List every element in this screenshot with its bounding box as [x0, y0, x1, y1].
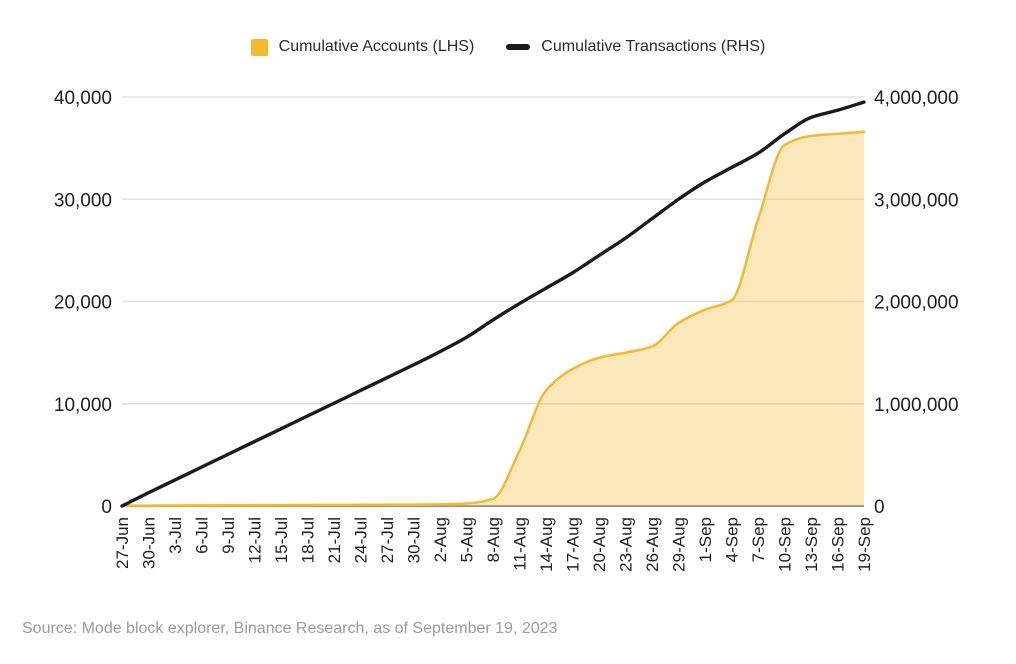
- x-tick-label: 16-Sep: [829, 517, 848, 572]
- x-tick-label: 3-Jul: [166, 517, 185, 554]
- lhs-tick-label: 20,000: [54, 293, 112, 314]
- lhs-tick-label: 0: [101, 497, 112, 518]
- legend-label-transactions: Cumulative Transactions (RHS): [541, 38, 766, 55]
- x-tick-label: 30-Jul: [405, 517, 424, 563]
- x-tick-label: 5-Aug: [458, 517, 477, 562]
- accounts-area-edge: [120, 130, 866, 507]
- rhs-tick-label: 0: [874, 497, 885, 518]
- x-tick-label: 26-Aug: [643, 517, 662, 572]
- x-tick-label: 1-Sep: [696, 517, 715, 562]
- x-tick-label: 30-Jun: [140, 517, 159, 569]
- x-tick-label: 18-Jul: [299, 517, 318, 563]
- x-tick-label: 21-Jul: [325, 517, 344, 563]
- transactions-line-icon: [506, 44, 531, 50]
- x-tick-label: 23-Aug: [617, 517, 636, 572]
- transactions-line: [120, 100, 866, 508]
- x-tick-label: 17-Aug: [564, 517, 583, 572]
- x-tick-label: 7-Sep: [749, 517, 768, 562]
- x-tick-label: 24-Jul: [352, 517, 371, 563]
- lhs-tick-label: 10,000: [54, 395, 112, 416]
- x-tick-label: 10-Sep: [776, 517, 795, 572]
- x-tick-label: 14-Aug: [537, 517, 556, 572]
- x-tick-label: 29-Aug: [670, 517, 689, 572]
- x-tick-label: 4-Sep: [723, 517, 742, 562]
- x-tick-label: 15-Jul: [272, 517, 291, 563]
- source-note: Source: Mode block explorer, Binance Res…: [22, 620, 558, 637]
- x-tick-label: 9-Jul: [219, 517, 238, 554]
- legend-item-transactions: Cumulative Transactions (RHS): [506, 38, 765, 56]
- legend-label-accounts: Cumulative Accounts (LHS): [278, 38, 475, 55]
- legend-item-accounts: Cumulative Accounts (LHS): [250, 38, 475, 56]
- x-tick-label: 6-Jul: [193, 517, 212, 554]
- x-tick-label: 13-Sep: [802, 517, 821, 572]
- x-tick-label: 2-Aug: [431, 517, 450, 562]
- x-tick-label: 27-Jul: [378, 517, 397, 563]
- rhs-tick-label: 4,000,000: [874, 88, 959, 109]
- rhs-tick-label: 2,000,000: [874, 293, 959, 314]
- x-tick-label: 19-Sep: [855, 517, 874, 572]
- accounts-area-fill: [122, 131, 864, 506]
- accounts-swatch-icon: [250, 38, 268, 56]
- x-tick-label: 8-Aug: [484, 517, 503, 562]
- lhs-tick-label: 30,000: [54, 190, 112, 211]
- x-tick-label: 12-Jul: [246, 517, 265, 563]
- lhs-tick-label: 40,000: [54, 88, 112, 109]
- x-tick-label: 11-Aug: [511, 517, 530, 571]
- chart-legend: Cumulative Accounts (LHS) Cumulative Tra…: [0, 38, 1016, 56]
- rhs-tick-label: 1,000,000: [874, 395, 959, 416]
- x-tick-label: 20-Aug: [590, 517, 609, 572]
- rhs-tick-label: 3,000,000: [874, 190, 959, 211]
- x-tick-label: 27-Jun: [113, 517, 132, 569]
